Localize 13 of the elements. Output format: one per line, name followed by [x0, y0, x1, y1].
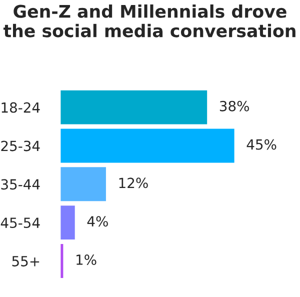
y-tick-label: 25-34 [1, 140, 40, 152]
y-tick-label: 55+ [12, 256, 40, 266]
data-label: 4% [87, 216, 108, 227]
y-tick-label: 45-54 [0, 218, 40, 228]
data-label: 45% [246, 139, 276, 150]
chart-title: Gen-Z and Millennials drove the social media conversation [3, 4, 296, 38]
y-tick-label: 18-24 [2, 102, 40, 113]
data-label: 1% [76, 254, 96, 265]
bar [60, 88, 208, 126]
bar [60, 127, 236, 164]
y-tick-label: 35-44 [1, 179, 40, 190]
data-label: 38% [220, 100, 249, 112]
data-label: 12% [119, 178, 148, 188]
